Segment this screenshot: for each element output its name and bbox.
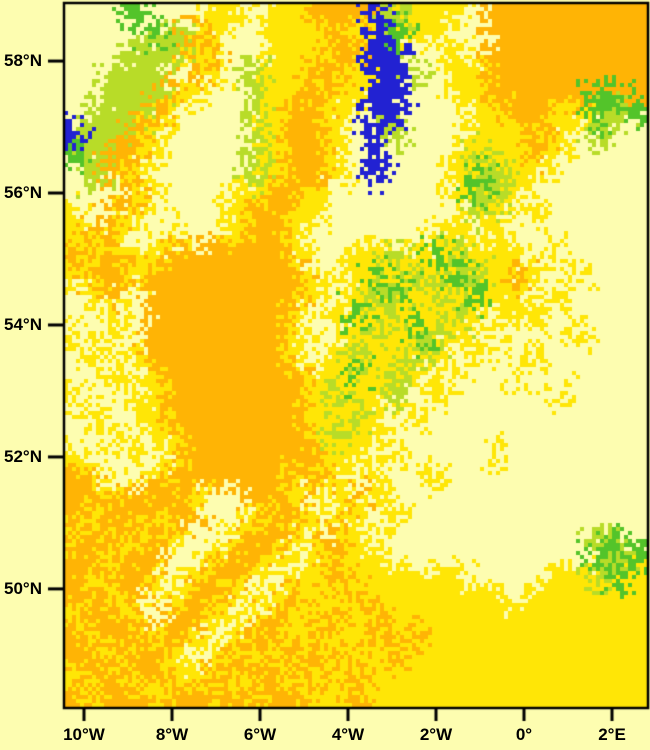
- x-tick-label: 2°W: [419, 725, 453, 744]
- y-tick-label: 50°N: [4, 578, 42, 598]
- x-tick-label: 4°W: [331, 725, 365, 744]
- y-tick-label: 54°N: [4, 314, 42, 334]
- x-tick-label: 10°W: [63, 725, 105, 744]
- y-tick-label: 58°N: [4, 51, 42, 71]
- x-tick-label: 2°E: [598, 725, 626, 744]
- x-tick-label: 8°W: [155, 725, 189, 744]
- x-tick-label: 0°: [515, 725, 533, 744]
- y-tick-label: 52°N: [4, 446, 42, 466]
- y-tick-label: 56°N: [4, 183, 42, 203]
- x-tick-label: 6°W: [243, 725, 277, 744]
